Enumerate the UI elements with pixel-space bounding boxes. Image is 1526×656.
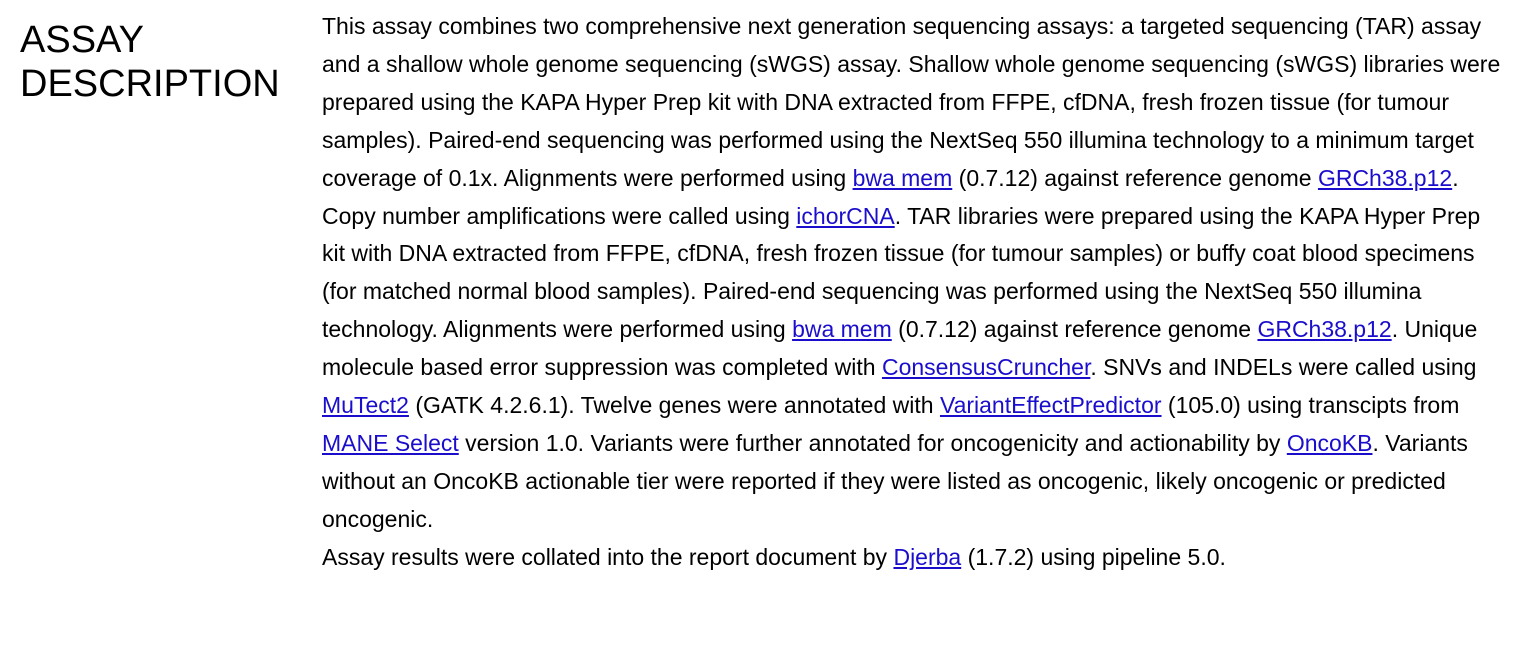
- section-title: ASSAY DESCRIPTION: [20, 18, 310, 106]
- section-title-line2: DESCRIPTION: [20, 63, 280, 105]
- assay-description-body: This assay combines two comprehensive ne…: [322, 8, 1502, 577]
- description-text: . SNVs and INDELs were called using: [1090, 354, 1477, 381]
- link-djerba[interactable]: Djerba: [893, 543, 962, 570]
- description-text: This assay combines two comprehensive ne…: [322, 13, 1501, 191]
- description-text: . TAR libraries were prepared using the …: [322, 202, 1481, 343]
- link-mane-select[interactable]: MANE Select: [322, 429, 459, 456]
- description-text: Assay results were collated into the rep…: [322, 543, 894, 570]
- link-oncokb[interactable]: OncoKB: [1286, 429, 1373, 456]
- description-text: (0.7.12) against reference genome: [891, 316, 1258, 343]
- description-paragraph: Assay results were collated into the rep…: [322, 539, 1502, 577]
- section-title-line1: ASSAY: [20, 19, 144, 61]
- description-text: (105.0) using transcipts from: [1161, 392, 1460, 419]
- description-text: . Variants without an OncoKB actionable …: [322, 429, 1468, 532]
- link-ichorcna[interactable]: ichorCNA: [796, 202, 895, 229]
- description-text: . Unique molecule based error suppressio…: [322, 316, 1478, 381]
- link-bwa-mem[interactable]: bwa mem: [852, 164, 953, 191]
- description-text: . Copy number amplifications were called…: [322, 164, 1459, 229]
- link-consensuscruncher[interactable]: ConsensusCruncher: [881, 354, 1091, 381]
- description-text: version 1.0. Variants were further annot…: [458, 429, 1287, 456]
- link-mutect2[interactable]: MuTect2: [322, 392, 409, 419]
- link-bwa-mem[interactable]: bwa mem: [792, 316, 892, 343]
- description-text: (1.7.2) using pipeline 5.0.: [961, 543, 1226, 570]
- link-variant-effect-predictor[interactable]: VariantEffectPredictor: [939, 392, 1162, 419]
- description-paragraph: This assay combines two comprehensive ne…: [322, 8, 1502, 539]
- description-text: (0.7.12) against reference genome: [952, 164, 1318, 191]
- description-text: (GATK 4.2.6.1). Twelve genes were annota…: [408, 392, 940, 419]
- link-grch38[interactable]: GRCh38.p12: [1317, 164, 1453, 191]
- link-grch38[interactable]: GRCh38.p12: [1257, 316, 1392, 343]
